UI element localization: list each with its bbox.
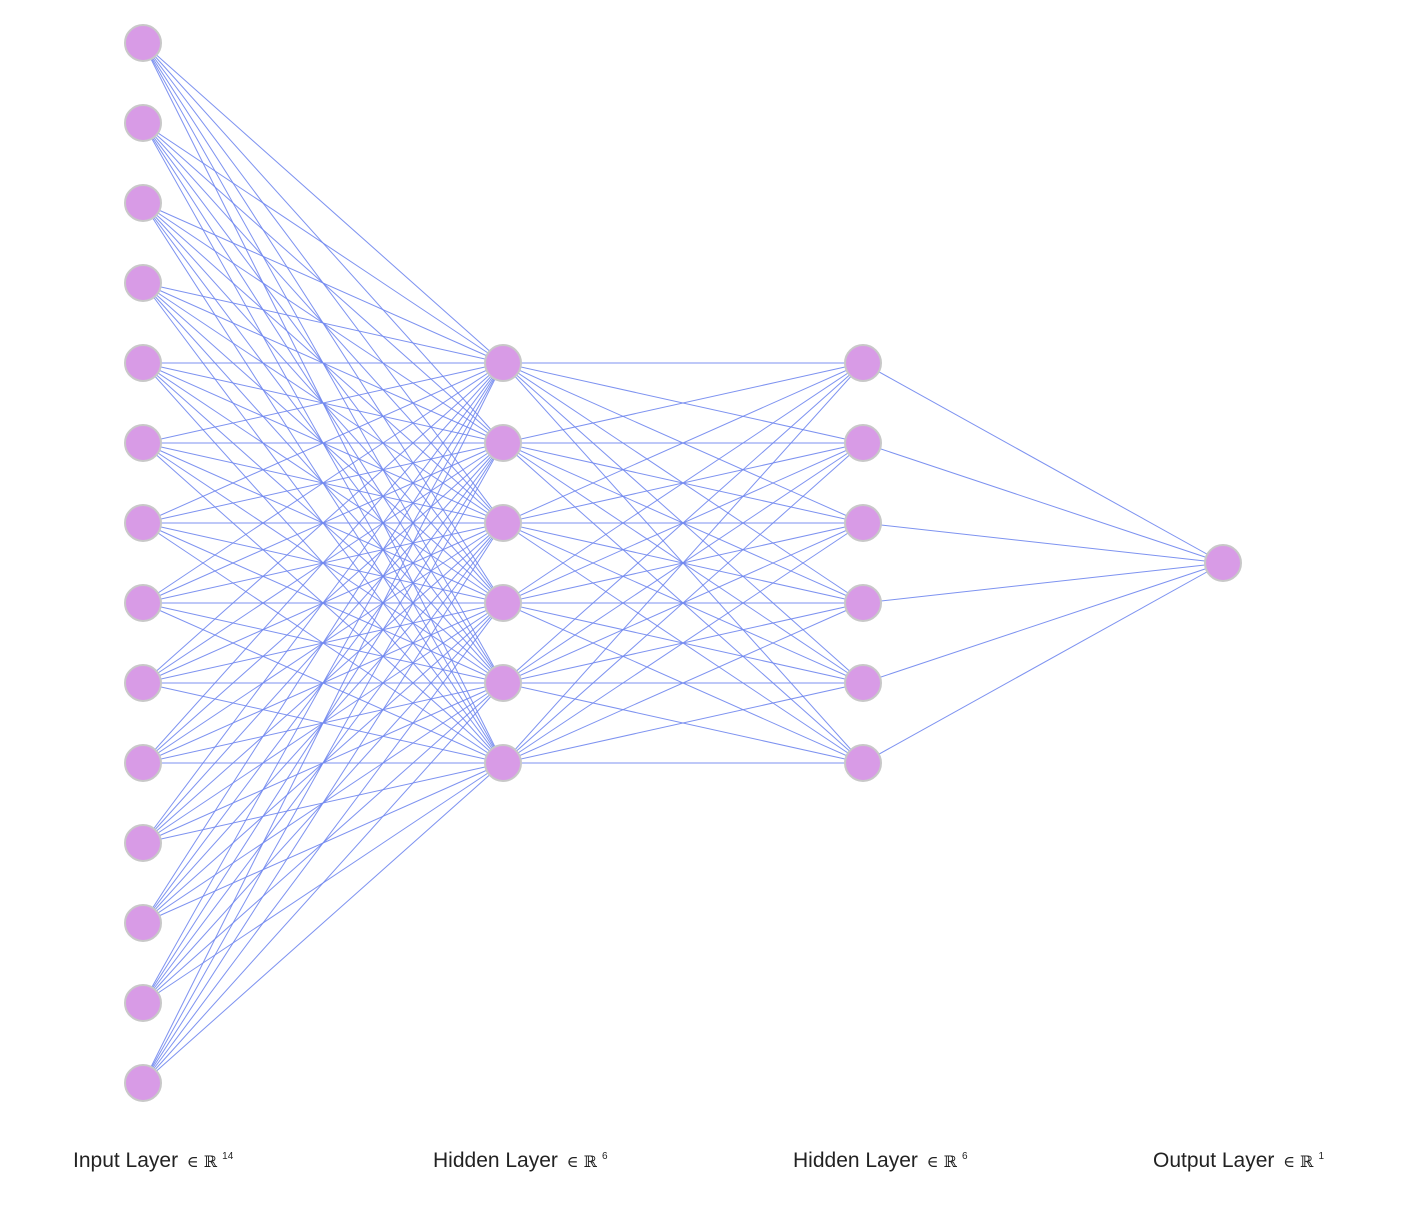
neuron-layer2-5	[844, 744, 882, 782]
layer-symbol: ∈ ℝ	[186, 1152, 218, 1171]
connection-l0-5-0	[142, 362, 504, 444]
layer-name: Input Layer	[73, 1149, 179, 1172]
neuron-layer1-0	[484, 344, 522, 382]
connections	[142, 42, 1224, 1084]
connection-l0-3-0	[142, 282, 504, 364]
connection-l1-5-4	[502, 682, 864, 764]
layer-symbol: ∈ ℝ	[1283, 1152, 1314, 1171]
neuron-layer1-4	[484, 664, 522, 702]
connection-l0-13-0	[142, 362, 504, 1084]
layer-name: Hidden Layer	[433, 1149, 558, 1172]
neuron-layer2-0	[844, 344, 882, 382]
neuron-layer0-6	[124, 504, 162, 542]
connection-l0-11-0	[142, 362, 504, 924]
neuron-layer0-3	[124, 264, 162, 302]
neuron-layer2-2	[844, 504, 882, 542]
connection-l0-10-0	[142, 362, 504, 844]
connection-l0-6-0	[142, 362, 504, 524]
connection-l2-5-0	[862, 562, 1224, 764]
layer-label-input: Input Layer ∈ ℝ 14	[73, 1149, 233, 1173]
connection-l0-7-0	[142, 362, 504, 604]
connection-l0-2-0	[142, 202, 504, 364]
neuron-layer0-1	[124, 104, 162, 142]
neuron-layer0-5	[124, 424, 162, 462]
layer-label-output: Output Layer ∈ ℝ 1	[1153, 1149, 1324, 1173]
connection-l1-1-0	[502, 362, 864, 444]
neuron-layer0-8	[124, 664, 162, 702]
neuron-layer2-3	[844, 584, 882, 622]
connection-l0-13-4	[142, 682, 504, 1084]
neuron-layer1-5	[484, 744, 522, 782]
connection-l0-13-1	[142, 442, 504, 1084]
layer-dimension: 14	[222, 1151, 234, 1162]
neuron-layer0-4	[124, 344, 162, 382]
layer-name: Hidden Layer	[793, 1149, 918, 1172]
layer-label-hidden-1: Hidden Layer ∈ ℝ 6	[433, 1149, 608, 1173]
layer-dimension: 6	[962, 1151, 968, 1162]
neuron-layer1-2	[484, 504, 522, 542]
neuron-layer0-11	[124, 904, 162, 942]
connection-l0-12-0	[142, 362, 504, 1004]
connection-l2-2-0	[862, 522, 1224, 564]
connection-l2-4-0	[862, 562, 1224, 684]
neuron-layer0-13	[124, 1064, 162, 1102]
neuron-layer0-7	[124, 584, 162, 622]
neuron-layer1-1	[484, 424, 522, 462]
connection-l1-5-1	[502, 442, 864, 764]
neuron-layer0-0	[124, 24, 162, 62]
connection-l1-4-0	[502, 362, 864, 684]
neuron-layer3-0	[1204, 544, 1242, 582]
neuron-layer2-4	[844, 664, 882, 702]
connection-l2-3-0	[862, 562, 1224, 604]
connection-l0-1-0	[142, 122, 504, 364]
connection-l2-1-0	[862, 442, 1224, 564]
connection-l0-13-3	[142, 602, 504, 1084]
layer-dimension: 1	[1318, 1151, 1325, 1162]
connection-l0-9-0	[142, 362, 504, 764]
connection-l1-3-0	[502, 362, 864, 604]
layer-symbol: ∈ ℝ	[926, 1152, 957, 1171]
neuron-layer0-2	[124, 184, 162, 222]
layer-symbol: ∈ ℝ	[566, 1152, 597, 1171]
connection-l1-5-3	[502, 602, 864, 764]
connection-l1-5-2	[502, 522, 864, 764]
neuron-layer0-12	[124, 984, 162, 1022]
connection-l0-0-0	[142, 42, 504, 364]
connection-l0-13-2	[142, 522, 504, 1084]
layer-name: Output Layer	[1153, 1149, 1275, 1172]
neuron-layer2-1	[844, 424, 882, 462]
neurons	[124, 24, 1242, 1102]
neuron-layer1-3	[484, 584, 522, 622]
layer-label-hidden-2: Hidden Layer ∈ ℝ 6	[793, 1149, 968, 1173]
layer-dimension: 6	[602, 1151, 608, 1162]
neuron-layer0-9	[124, 744, 162, 782]
connection-l2-0-0	[862, 362, 1224, 564]
neuron-layer0-10	[124, 824, 162, 862]
connection-l1-2-0	[502, 362, 864, 524]
connection-l1-5-0	[502, 362, 864, 764]
connection-l0-8-0	[142, 362, 504, 684]
connection-l0-13-5	[142, 762, 504, 1084]
